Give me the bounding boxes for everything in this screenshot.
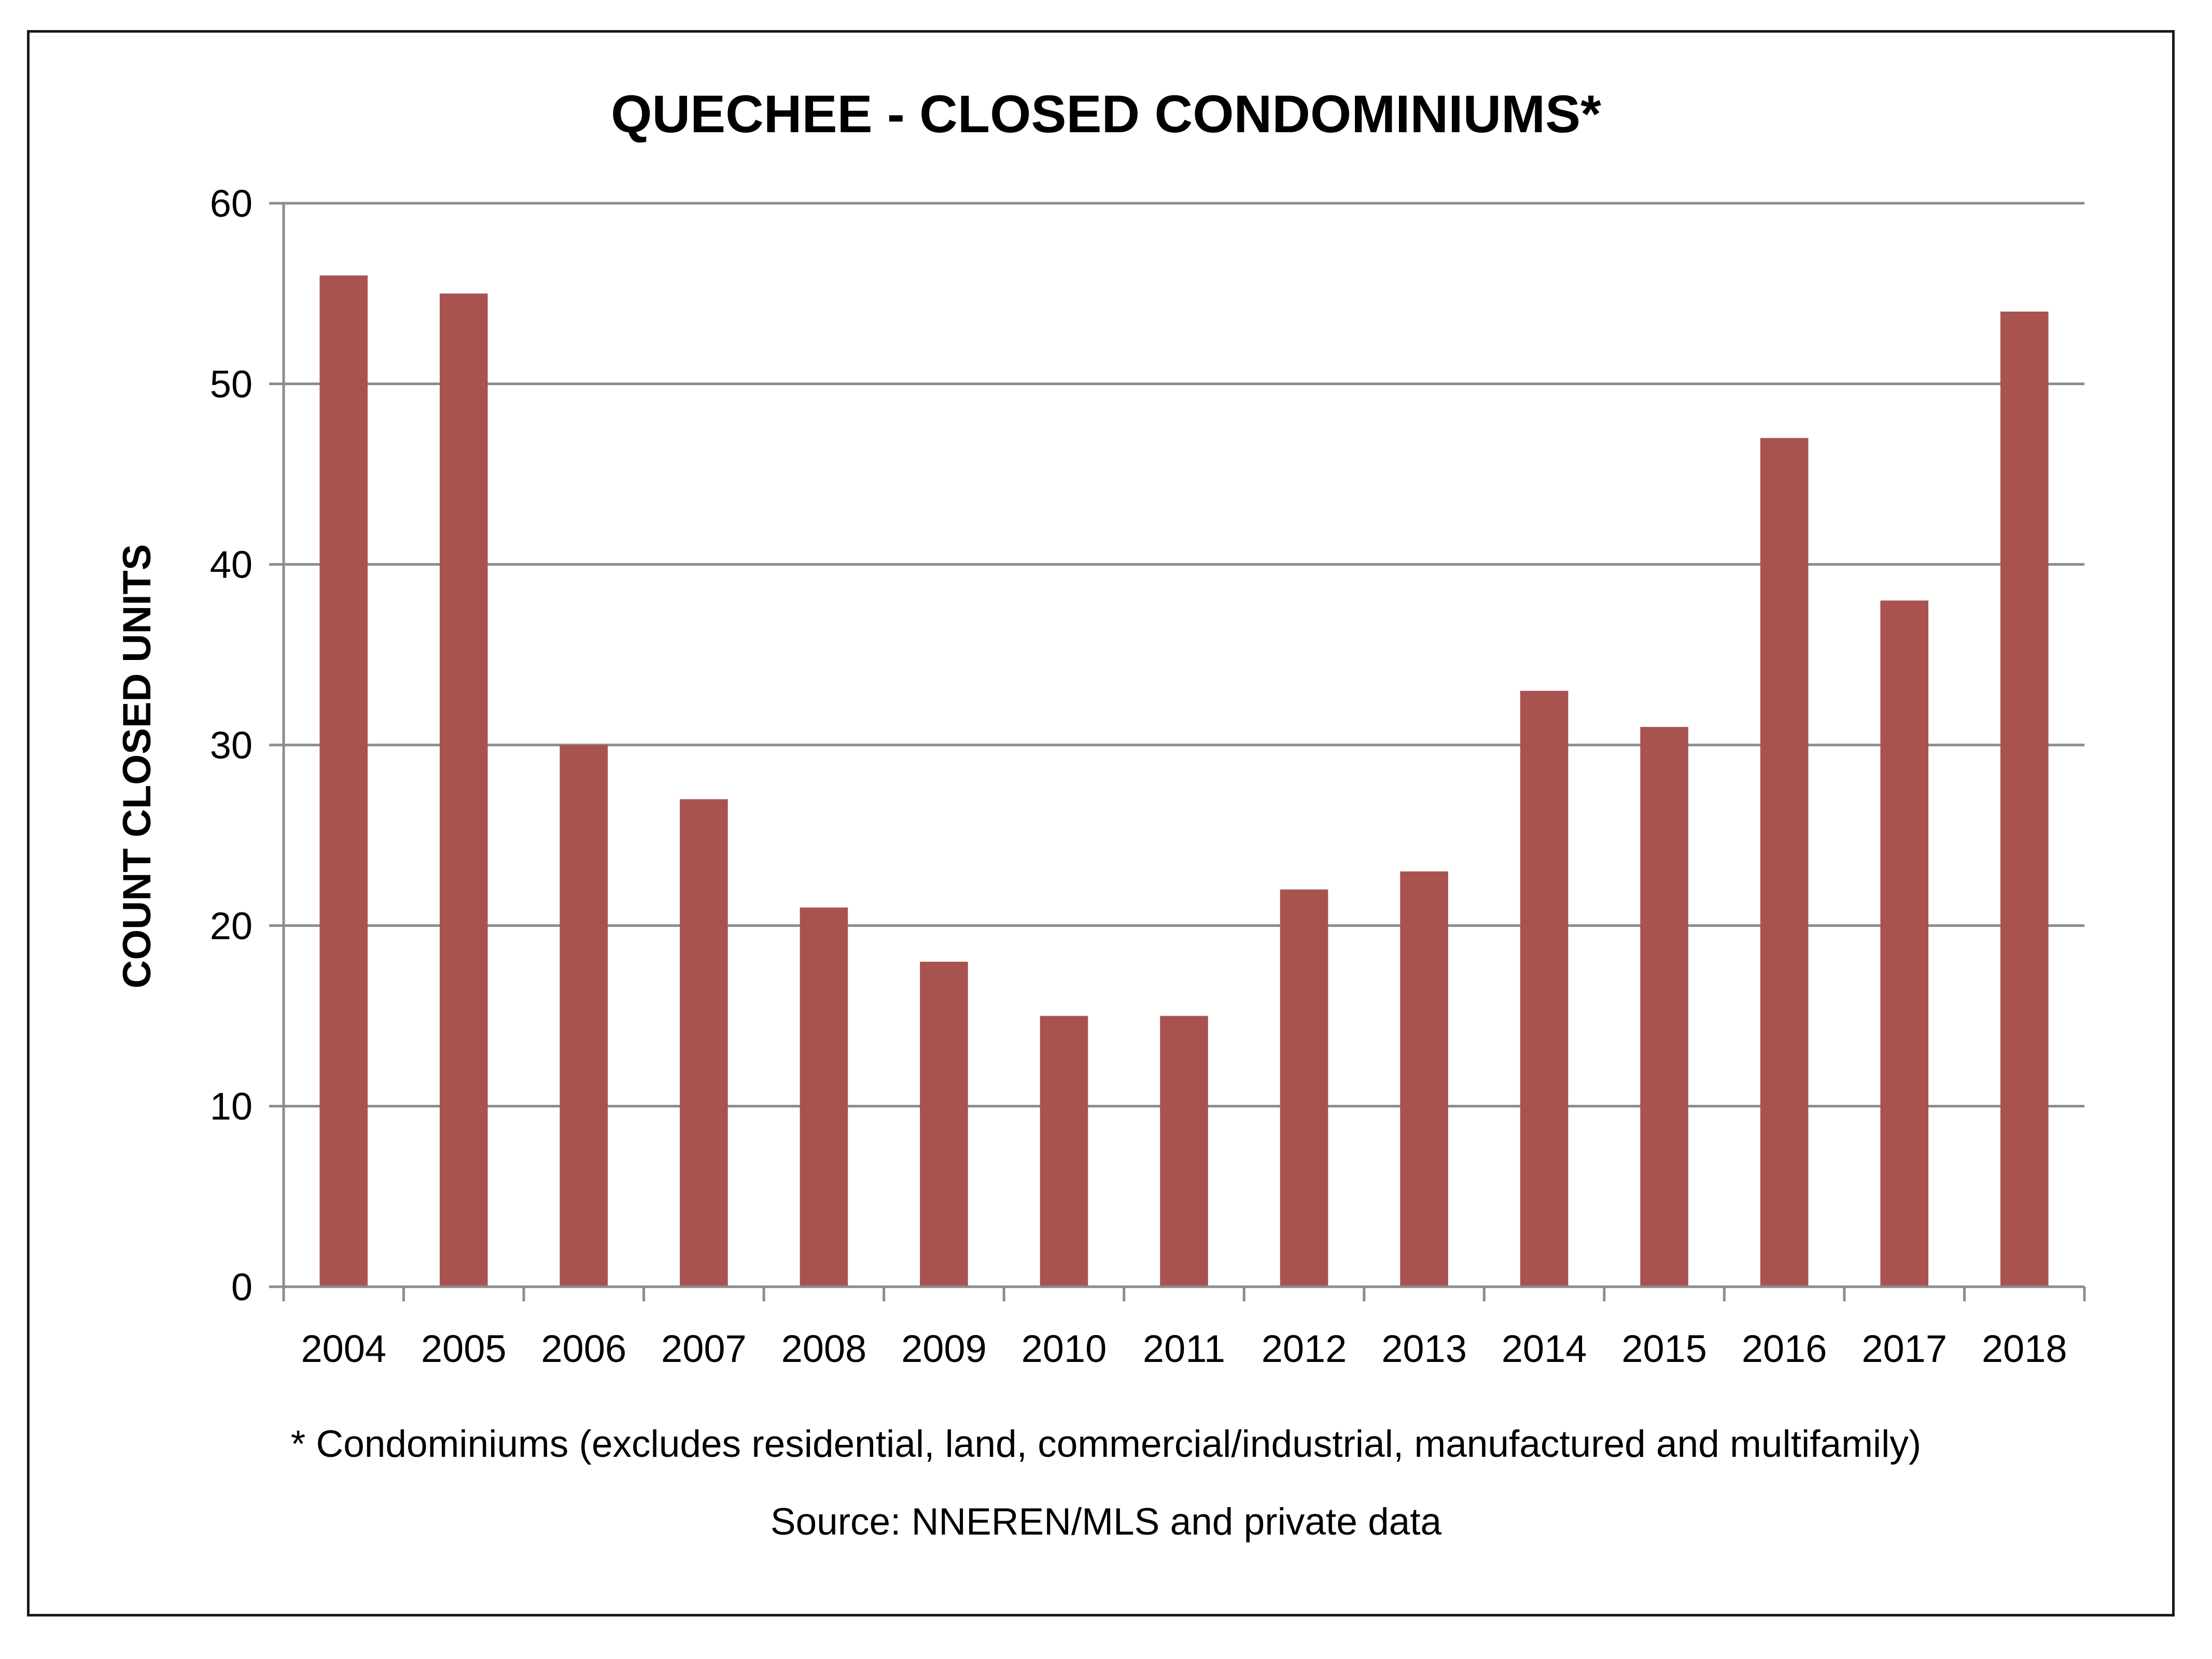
bar-2015 xyxy=(1640,727,1688,1287)
x-tick-label: 2014 xyxy=(1502,1327,1587,1370)
x-tick-label: 2008 xyxy=(781,1327,867,1370)
bar-2011 xyxy=(1160,1016,1208,1287)
bar-2007 xyxy=(680,799,728,1287)
bar-2016 xyxy=(1760,438,1809,1287)
y-tick-label: 30 xyxy=(210,724,253,767)
bar-2005 xyxy=(439,293,488,1287)
bar-2017 xyxy=(1880,600,1929,1287)
y-tick-label: 0 xyxy=(231,1266,253,1309)
bars xyxy=(319,275,2049,1287)
bar-2012 xyxy=(1280,889,1328,1287)
bar-2006 xyxy=(559,745,608,1287)
y-tick-label: 10 xyxy=(210,1085,253,1128)
y-axis-label: COUNT CLOSED UNITS xyxy=(115,544,159,988)
x-tick-label: 2016 xyxy=(1742,1327,1827,1370)
source-note: Source: NNEREN/MLS and private data xyxy=(771,1501,1442,1543)
y-tick-label: 50 xyxy=(210,362,253,405)
bar-2010 xyxy=(1040,1016,1088,1287)
bar-2018 xyxy=(2000,312,2049,1287)
x-tick-label: 2012 xyxy=(1262,1327,1347,1370)
bar-2014 xyxy=(1520,691,1569,1287)
y-tick-label: 40 xyxy=(210,543,253,586)
x-tick-label: 2006 xyxy=(541,1327,627,1370)
bar-2008 xyxy=(800,907,848,1287)
y-tick-label: 20 xyxy=(210,904,253,947)
x-tick-label: 2013 xyxy=(1381,1327,1467,1370)
bar-2004 xyxy=(319,275,368,1287)
footnote: * Condominiums (excludes residential, la… xyxy=(291,1423,1921,1465)
x-tick-label: 2015 xyxy=(1621,1327,1707,1370)
x-tick-label: 2009 xyxy=(901,1327,987,1370)
x-tick-label: 2007 xyxy=(661,1327,747,1370)
y-axis-ticks: 0 10 20 30 40 50 60 xyxy=(210,182,284,1309)
bar-2009 xyxy=(920,962,968,1287)
x-tick-label: 2010 xyxy=(1021,1327,1107,1370)
gridlines xyxy=(284,202,2084,1108)
x-tick-label: 2017 xyxy=(1861,1327,1947,1370)
bar-2013 xyxy=(1400,871,1448,1287)
x-axis-ticks: 2004 2005 2006 2007 2008 2009 2010 2011 2012 2013… xyxy=(282,1287,2086,1370)
chart-frame xyxy=(27,30,2175,1616)
x-tick-label: 2004 xyxy=(301,1327,386,1370)
x-tick-label: 2018 xyxy=(1982,1327,2067,1370)
y-tick-label: 60 xyxy=(210,182,253,225)
chart-title: QUECHEE - CLOSED CONDOMINIUMS* xyxy=(611,85,1601,144)
x-tick-label: 2011 xyxy=(1143,1327,1225,1370)
x-tick-label: 2005 xyxy=(421,1327,507,1370)
